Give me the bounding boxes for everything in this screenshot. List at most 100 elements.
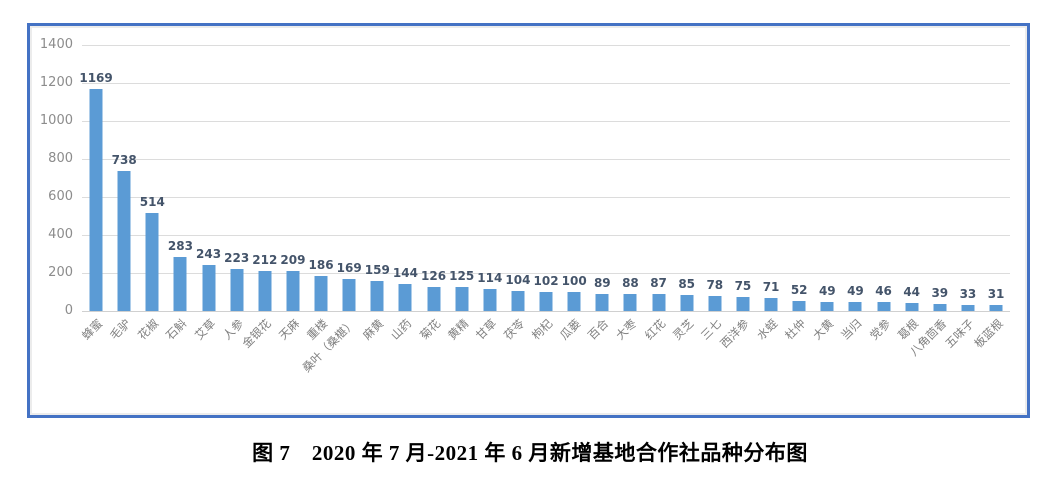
bar-column: 102 枸杞 bbox=[529, 45, 560, 342]
bar-column: 104 茯苓 bbox=[501, 45, 532, 342]
bar-column: 71 水蛭 bbox=[754, 45, 785, 342]
figure-caption: 图 7 2020 年 7 月-2021 年 6 月新增基地合作社品种分布图 bbox=[252, 441, 808, 465]
bar-value-label: 209 bbox=[280, 253, 306, 267]
category-label: 灵芝 bbox=[669, 316, 696, 343]
bar-value-label: 39 bbox=[931, 286, 949, 300]
bar bbox=[623, 294, 637, 311]
bar-value-label: 52 bbox=[790, 283, 808, 297]
bar-value-label: 71 bbox=[762, 280, 780, 294]
bar-value-label: 44 bbox=[903, 285, 921, 299]
bar bbox=[877, 302, 891, 311]
bar bbox=[848, 302, 862, 311]
bar bbox=[511, 291, 525, 311]
bar bbox=[483, 289, 497, 311]
bar-column: 169 桑叶（桑椹） bbox=[300, 45, 363, 375]
bar bbox=[736, 297, 750, 311]
bar-value-label: 104 bbox=[505, 273, 531, 287]
bar-value-label: 169 bbox=[336, 261, 362, 275]
gridline bbox=[82, 197, 1010, 198]
bar-value-label: 100 bbox=[561, 274, 587, 288]
bar bbox=[820, 302, 834, 311]
bar bbox=[708, 296, 722, 311]
bar bbox=[595, 294, 609, 311]
category-label: 当归 bbox=[838, 316, 865, 343]
bar-column: 39 八角茴香 bbox=[907, 45, 954, 359]
bar-column: 46 党参 bbox=[867, 45, 898, 342]
category-label: 石斛 bbox=[163, 316, 190, 343]
gridline bbox=[82, 159, 1010, 160]
bar-column: 1169 蜂蜜 bbox=[79, 45, 113, 342]
bar-column: 159 麻黄 bbox=[360, 45, 391, 342]
bar-value-label: 1169 bbox=[79, 71, 113, 85]
gridline bbox=[82, 311, 1010, 312]
y-tick-label: 1200 bbox=[39, 75, 73, 90]
bar-column: 114 甘草 bbox=[473, 45, 504, 342]
category-label: 瓜蒌 bbox=[557, 316, 584, 343]
category-label: 大黄 bbox=[810, 316, 837, 343]
category-label: 天麻 bbox=[275, 316, 303, 343]
y-tick-label: 200 bbox=[48, 265, 73, 280]
bar bbox=[89, 89, 103, 311]
bar bbox=[202, 265, 216, 311]
gridline bbox=[82, 235, 1010, 236]
y-tick-label: 600 bbox=[48, 189, 73, 204]
bar-column: 75 西洋参 bbox=[718, 45, 757, 351]
bar-value-label: 31 bbox=[987, 287, 1005, 301]
category-label: 菊花 bbox=[416, 316, 443, 343]
category-label: 茯苓 bbox=[500, 316, 528, 343]
bar-value-label: 78 bbox=[706, 278, 724, 292]
gridline bbox=[82, 273, 1010, 274]
bar-value-label: 114 bbox=[477, 271, 503, 285]
bar bbox=[455, 287, 469, 311]
bar-column: 212 金银花 bbox=[240, 45, 279, 351]
bar bbox=[286, 271, 300, 311]
bar-column: 243 艾草 bbox=[192, 45, 223, 342]
bar bbox=[989, 305, 1003, 311]
y-tick-label: 0 bbox=[64, 303, 73, 318]
bar bbox=[905, 303, 919, 311]
bar-column: 100 瓜蒌 bbox=[557, 45, 588, 342]
bar bbox=[427, 287, 441, 311]
bar-value-label: 223 bbox=[224, 251, 250, 265]
category-label: 五味子 bbox=[942, 316, 978, 351]
bar bbox=[792, 301, 806, 311]
category-label: 杜仲 bbox=[782, 316, 809, 343]
category-label: 麻黄 bbox=[360, 316, 387, 343]
category-label: 花椒 bbox=[135, 316, 162, 343]
y-tick-label: 400 bbox=[48, 227, 73, 242]
category-label: 甘草 bbox=[472, 316, 500, 343]
bar-value-label: 738 bbox=[111, 153, 137, 167]
category-label: 红花 bbox=[641, 316, 668, 343]
bar-value-label: 75 bbox=[734, 279, 752, 293]
bar-column: 49 当归 bbox=[838, 45, 869, 342]
bar-column: 514 花椒 bbox=[135, 45, 166, 342]
bar-column: 223 人参 bbox=[220, 45, 251, 342]
bar-column: 186 重楼 bbox=[304, 45, 335, 342]
bar-value-label: 49 bbox=[818, 284, 836, 298]
bar-column: 283 石斛 bbox=[163, 45, 194, 342]
category-label: 枸杞 bbox=[529, 316, 556, 343]
bar-column: 44 葛根 bbox=[895, 45, 926, 342]
bar bbox=[230, 269, 244, 311]
category-label: 金银花 bbox=[239, 316, 275, 351]
category-label: 蜂蜜 bbox=[79, 316, 106, 343]
category-label: 黄精 bbox=[444, 316, 471, 343]
bar bbox=[652, 294, 666, 311]
y-tick-label: 800 bbox=[48, 151, 73, 166]
bar-column: 144 山药 bbox=[388, 45, 419, 342]
bar-column: 49 大黄 bbox=[810, 45, 841, 342]
bar-value-label: 144 bbox=[392, 266, 418, 280]
bar-column: 738 毛驴 bbox=[107, 45, 138, 342]
bar-column: 87 红花 bbox=[642, 45, 673, 342]
category-label: 水蛭 bbox=[754, 316, 781, 343]
bar-column: 52 杜仲 bbox=[782, 45, 813, 342]
chart-container: 1400 1200 1000 800 600 400 200 0 1169 蜂蜜 738 毛驴 514… bbox=[27, 23, 1030, 418]
bar-value-label: 33 bbox=[959, 287, 977, 301]
bar bbox=[342, 279, 356, 311]
bar-value-label: 126 bbox=[421, 269, 447, 283]
bar-value-label: 212 bbox=[252, 253, 278, 267]
bar-column: 33 五味子 bbox=[943, 45, 982, 351]
bar bbox=[370, 281, 384, 311]
bars-layer: 1169 蜂蜜 738 毛驴 514 花椒 283 石斛 243 艾草 223 人参 212 金银花 209… bbox=[79, 45, 1010, 375]
bar-value-label: 159 bbox=[364, 263, 390, 277]
